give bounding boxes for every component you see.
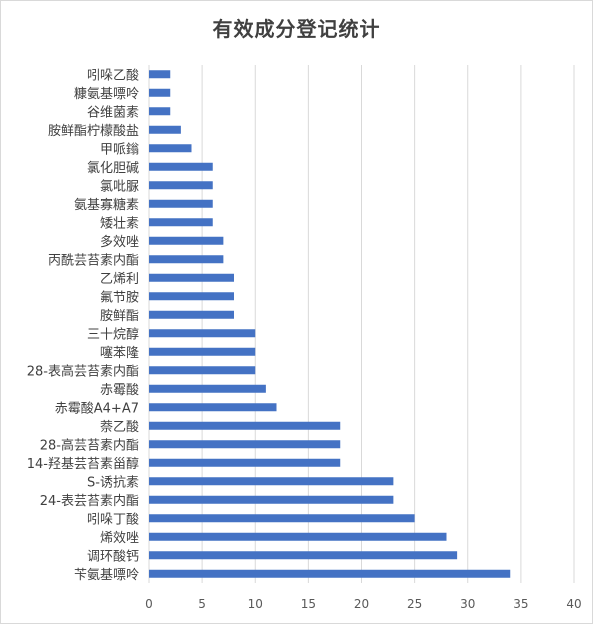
category-label: S-诱抗素 — [87, 475, 139, 490]
bar — [149, 384, 266, 393]
chart-title: 有效成分登记统计 — [212, 17, 381, 41]
bar — [149, 551, 458, 560]
bars — [149, 70, 511, 578]
bar — [149, 495, 394, 504]
category-label: 胺鲜酯柠檬酸盐 — [48, 124, 139, 139]
x-tick-label: 35 — [513, 597, 528, 611]
category-label: 胺鲜酯 — [100, 309, 139, 324]
category-label: 调环酸钙 — [87, 549, 139, 564]
bar — [149, 440, 341, 449]
category-labels: 苄氨基嘌呤 调环酸钙 烯效唑 吲哚丁酸 24-表芸苔素内酯 S-诱抗素 14-羟基芸苔素甾醇… — [27, 68, 139, 583]
category-label: 甲哌鎓 — [100, 141, 139, 157]
category-label: 三十烷醇 — [87, 326, 139, 342]
bar — [149, 125, 181, 134]
category-label: 氟节胺 — [100, 290, 139, 305]
bar — [149, 514, 415, 523]
bar — [149, 162, 213, 171]
category-label: 烯效唑 — [100, 530, 139, 546]
bar — [149, 569, 511, 578]
category-label: 28-表高芸苔素内酯 — [27, 363, 139, 379]
gridlines — [148, 65, 575, 583]
bar — [149, 477, 394, 486]
category-label: 吲哚乙酸 — [87, 68, 139, 83]
bar — [149, 403, 277, 412]
bar — [149, 329, 256, 338]
category-label: 14-羟基芸苔素甾醇 — [27, 456, 139, 472]
category-label: 氯化胆碱 — [87, 161, 139, 176]
category-label: 苄氨基嘌呤 — [74, 567, 139, 583]
bar — [149, 255, 224, 264]
bar — [149, 458, 341, 467]
category-label: 矮壮素 — [100, 216, 139, 231]
category-label: 赤霉酸 — [100, 383, 139, 398]
bar — [149, 218, 213, 227]
category-label: 多效唑 — [100, 234, 139, 250]
category-label: 吲哚丁酸 — [87, 512, 139, 527]
bar — [149, 199, 213, 208]
category-label: 氯吡脲 — [100, 179, 139, 194]
x-tick-labels: 0 5 10 15 20 25 30 35 40 — [145, 597, 581, 611]
bar — [149, 144, 192, 153]
category-label: 赤霉酸A4+A7 — [55, 401, 139, 416]
bar — [149, 236, 224, 245]
x-tick-label: 40 — [566, 597, 581, 611]
bar — [149, 107, 171, 116]
bar — [149, 70, 171, 79]
category-label: 谷维菌素 — [87, 105, 139, 120]
category-label: 萘乙酸 — [100, 420, 139, 435]
category-label: 乙烯利 — [100, 272, 139, 287]
bar — [149, 366, 256, 375]
bar — [149, 181, 213, 190]
x-tick-label: 30 — [460, 597, 475, 611]
category-label: 28-高芸苔素内酯 — [40, 437, 139, 453]
category-label: 24-表芸苔素内酯 — [40, 493, 139, 509]
bar — [149, 310, 234, 319]
x-tick-label: 20 — [354, 597, 369, 611]
category-label: 氨基寡糖素 — [74, 197, 139, 213]
x-tick-label: 5 — [198, 597, 206, 611]
category-label: 丙酰芸苔素内酯 — [48, 252, 139, 268]
bar — [149, 421, 341, 430]
x-tick-label: 15 — [301, 597, 316, 611]
bar — [149, 88, 171, 97]
category-label: 噻苯隆 — [100, 345, 139, 361]
category-label: 糠氨基嘌呤 — [74, 86, 139, 102]
x-tick-label: 25 — [407, 597, 422, 611]
bar — [149, 532, 447, 541]
x-tick-label: 0 — [145, 597, 153, 611]
bar — [149, 347, 256, 356]
bar — [149, 292, 234, 301]
x-tick-label: 10 — [248, 597, 263, 611]
bar — [149, 273, 234, 282]
